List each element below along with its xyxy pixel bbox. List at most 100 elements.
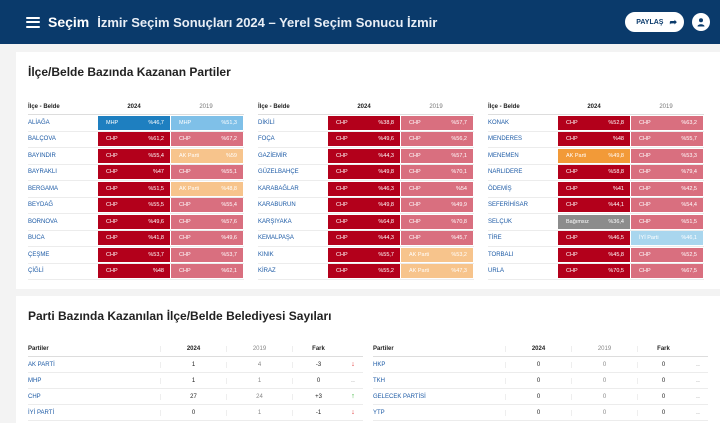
district-row[interactable]: BUCA CHP %41,8 CHP %49,6 bbox=[28, 231, 244, 247]
district-row[interactable]: BAYINDIR CHP %55,4 AK Parti %59 bbox=[28, 148, 244, 165]
district-row[interactable]: KARABAĞLAR CHP %46,3 CHP %54 bbox=[258, 181, 474, 198]
district-name[interactable]: KINIK bbox=[258, 251, 274, 258]
party-name[interactable]: YTP bbox=[373, 409, 385, 416]
brand-logo[interactable]: Seçim bbox=[48, 14, 90, 30]
district-row[interactable]: FOÇA CHP %49,6 CHP %56,2 bbox=[258, 132, 474, 148]
district-row[interactable]: URLA CHP %70,5 CHP %67,5 bbox=[488, 264, 704, 280]
party-row[interactable]: GELECEK PARTİSİ 0 0 0.. bbox=[373, 389, 708, 405]
hamburger-menu-icon[interactable] bbox=[26, 16, 40, 28]
party-row[interactable]: TKH 0 0 0.. bbox=[373, 373, 708, 389]
winner-party-2024: CHP bbox=[106, 218, 118, 225]
party-row[interactable]: AK PARTİ 1 4 -3 ↓ bbox=[28, 357, 363, 373]
district-name[interactable]: ÇİĞLİ bbox=[28, 268, 44, 275]
district-row[interactable]: BERGAMA CHP %51,5 AK Parti %48,8 bbox=[28, 181, 244, 198]
district-name[interactable]: SELÇUK bbox=[488, 218, 513, 225]
district-row[interactable]: SEFERİHİSAR CHP %44,1 CHP %54,4 bbox=[488, 198, 704, 214]
district-row[interactable]: TORBALI CHP %45,8 CHP %52,5 bbox=[488, 247, 704, 264]
party-name[interactable]: TKH bbox=[373, 377, 385, 384]
district-row[interactable]: BALÇOVA CHP %61,2 CHP %67,2 bbox=[28, 132, 244, 148]
district-row[interactable]: KİRAZ CHP %55,2 AK Parti %47,3 bbox=[258, 264, 474, 280]
district-row[interactable]: ÖDEMİŞ CHP %41 CHP %42,5 bbox=[488, 181, 704, 198]
party-row[interactable]: HKP 0 0 0.. bbox=[373, 357, 708, 373]
district-row[interactable]: TİRE CHP %46,5 İYİ Parti %46,1 bbox=[488, 231, 704, 247]
district-name[interactable]: GAZİEMİR bbox=[258, 152, 288, 159]
trend-arrow-icon: ↑ bbox=[351, 393, 355, 400]
party-name[interactable]: HKP bbox=[373, 361, 386, 368]
party-row[interactable]: MHP 1 1 0.. bbox=[28, 373, 363, 389]
result-2024-cell: CHP %70,5 bbox=[558, 264, 630, 279]
district-row[interactable]: DİKİLİ CHP %38,8 CHP %57,7 bbox=[258, 115, 474, 132]
vote-share-2019: %46,1 bbox=[681, 235, 697, 242]
district-name[interactable]: ÇEŞME bbox=[28, 251, 50, 258]
district-row[interactable]: GAZİEMİR CHP %44,3 CHP %57,1 bbox=[258, 148, 474, 165]
vote-share-2024: %46,7 bbox=[148, 119, 164, 126]
district-row[interactable]: ÇEŞME CHP %53,7 CHP %53,7 bbox=[28, 247, 244, 264]
result-2019-cell: CHP %55,1 bbox=[171, 165, 243, 180]
party-name[interactable]: CHP bbox=[28, 393, 41, 400]
district-name[interactable]: KEMALPAŞA bbox=[258, 235, 294, 242]
party-name[interactable]: İYİ PARTİ bbox=[28, 409, 55, 416]
district-row[interactable]: SELÇUK Bağımsız %36,4 CHP %51,5 bbox=[488, 214, 704, 231]
district-name[interactable]: FOÇA bbox=[258, 136, 275, 143]
result-2024-cell: CHP %49,6 bbox=[328, 132, 400, 147]
district-name[interactable]: BAYRAKLI bbox=[28, 169, 57, 176]
district-row[interactable]: MENEMEN AK Parti %49,8 CHP %53,3 bbox=[488, 148, 704, 165]
district-name[interactable]: ÖDEMİŞ bbox=[488, 185, 512, 192]
district-name[interactable]: MENEMEN bbox=[488, 152, 519, 159]
district-name[interactable]: TİRE bbox=[488, 235, 502, 242]
count-2024: 0 bbox=[505, 377, 571, 384]
district-name[interactable]: KONAK bbox=[488, 119, 510, 126]
district-name[interactable]: BAYINDIR bbox=[28, 152, 56, 159]
district-row[interactable]: KARABURUN CHP %49,8 CHP %49,9 bbox=[258, 198, 474, 214]
district-row[interactable]: KEMALPAŞA CHP %44,3 CHP %45,7 bbox=[258, 231, 474, 247]
district-row[interactable]: KINIK CHP %55,7 AK Parti %53,2 bbox=[258, 247, 474, 264]
result-2024-cell: CHP %44,1 bbox=[558, 198, 630, 213]
district-name[interactable]: KİRAZ bbox=[258, 268, 276, 275]
district-row[interactable]: ÇİĞLİ CHP %48 CHP %62,1 bbox=[28, 264, 244, 280]
district-row[interactable]: KONAK CHP %52,8 CHP %63,2 bbox=[488, 115, 704, 132]
district-row[interactable]: GÜZELBAHÇE CHP %49,8 CHP %70,1 bbox=[258, 165, 474, 181]
result-2019-cell: CHP %70,8 bbox=[401, 214, 473, 229]
district-name[interactable]: KARŞIYAKA bbox=[258, 218, 292, 225]
district-name[interactable]: MENDERES bbox=[488, 136, 523, 143]
party-row[interactable]: YTP 0 0 0.. bbox=[373, 405, 708, 421]
result-2024-cell: CHP %47 bbox=[98, 165, 170, 180]
district-name[interactable]: GÜZELBAHÇE bbox=[258, 169, 299, 176]
district-name[interactable]: BUCA bbox=[28, 235, 45, 242]
district-row[interactable]: ALİAĞA MHP %46,7 MHP %51,3 bbox=[28, 115, 244, 132]
district-name[interactable]: BEYDAĞ bbox=[28, 202, 54, 209]
result-2024-cell: CHP %49,6 bbox=[98, 214, 170, 229]
winner-party-2019: CHP bbox=[179, 169, 191, 176]
district-name[interactable]: BALÇOVA bbox=[28, 136, 56, 143]
district-name[interactable]: BERGAMA bbox=[28, 185, 59, 192]
party-count-table: Partiler 2024 2019 Fark HKP 0 0 0.. TKH 0 0 0.. GELE… bbox=[373, 341, 708, 421]
district-name[interactable]: SEFERİHİSAR bbox=[488, 202, 529, 209]
party-name[interactable]: MHP bbox=[28, 377, 42, 384]
district-row[interactable]: MENDERES CHP %48 CHP %55,7 bbox=[488, 132, 704, 148]
district-name[interactable]: KARABURUN bbox=[258, 202, 296, 209]
district-row[interactable]: BAYRAKLI CHP %47 CHP %55,1 bbox=[28, 165, 244, 181]
district-name[interactable]: TORBALI bbox=[488, 251, 514, 258]
party-row[interactable]: CHP 27 24 +3 ↑ bbox=[28, 389, 363, 405]
user-account-button[interactable] bbox=[692, 13, 710, 31]
district-name[interactable]: BORNOVA bbox=[28, 218, 58, 225]
count-2019: 4 bbox=[226, 361, 292, 368]
district-name[interactable]: NARLIDERE bbox=[488, 169, 523, 176]
district-name[interactable]: ALİAĞA bbox=[28, 119, 50, 126]
winner-party-2024: CHP bbox=[566, 251, 578, 258]
party-name[interactable]: GELECEK PARTİSİ bbox=[373, 393, 426, 400]
result-2024-cell: CHP %46,3 bbox=[328, 181, 400, 196]
vote-share-2024: %53,7 bbox=[148, 251, 164, 258]
winner-party-2024: MHP bbox=[106, 119, 119, 126]
share-button[interactable]: PAYLAŞ ➦ bbox=[625, 12, 684, 32]
trend-arrow-icon: ↓ bbox=[351, 409, 355, 416]
district-row[interactable]: BEYDAĞ CHP %55,5 CHP %55,4 bbox=[28, 198, 244, 214]
district-name[interactable]: KARABAĞLAR bbox=[258, 185, 299, 192]
district-name[interactable]: URLA bbox=[488, 268, 505, 275]
district-row[interactable]: BORNOVA CHP %49,6 CHP %57,6 bbox=[28, 214, 244, 231]
party-name[interactable]: AK PARTİ bbox=[28, 361, 55, 368]
party-row[interactable]: İYİ PARTİ 0 1 -1 ↓ bbox=[28, 405, 363, 421]
district-name[interactable]: DİKİLİ bbox=[258, 119, 275, 126]
district-row[interactable]: KARŞIYAKA CHP %64,8 CHP %70,8 bbox=[258, 214, 474, 231]
district-row[interactable]: NARLIDERE CHP %58,8 CHP %79,4 bbox=[488, 165, 704, 181]
